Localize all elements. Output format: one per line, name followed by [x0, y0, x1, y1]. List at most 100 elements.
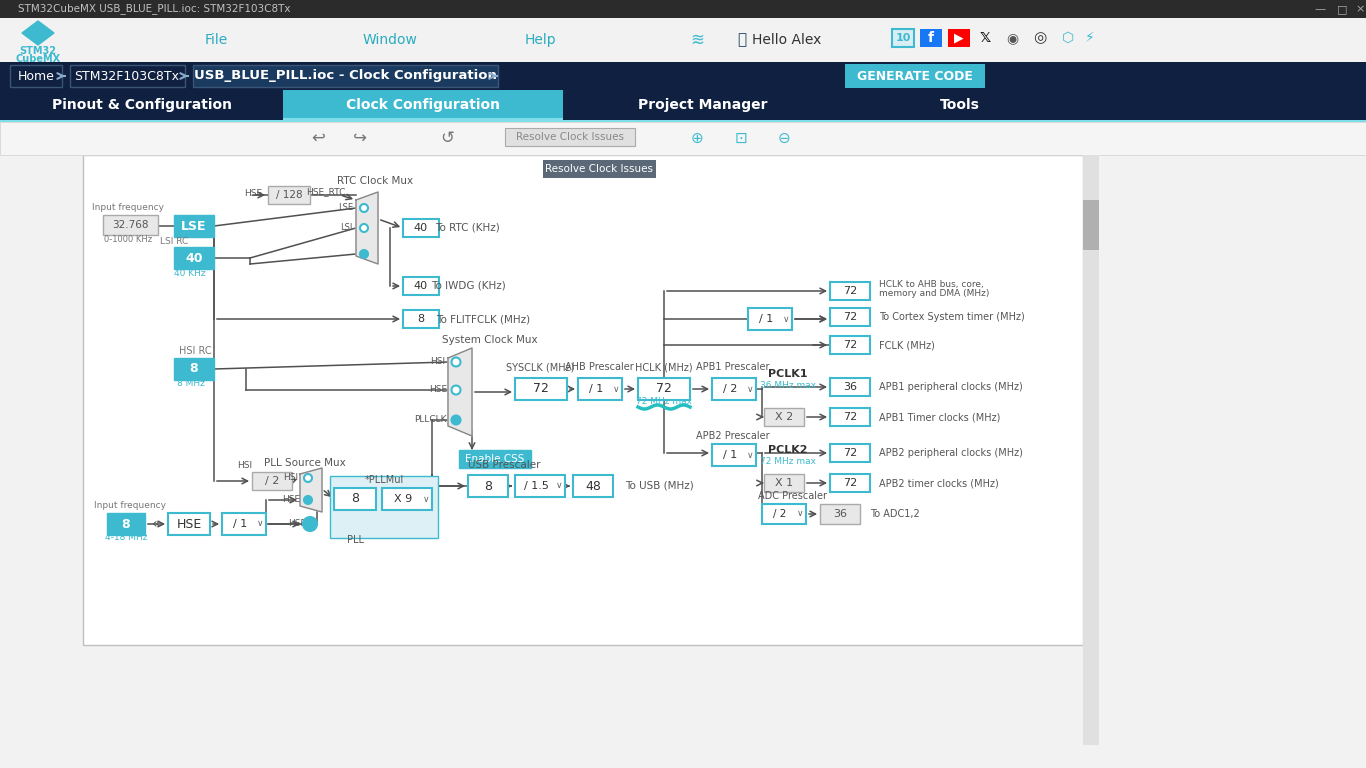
Bar — [168, 513, 210, 535]
Text: HSI RC: HSI RC — [179, 346, 212, 356]
Bar — [251, 472, 292, 490]
Text: Clock Configuration: Clock Configuration — [346, 98, 500, 112]
Bar — [403, 219, 438, 237]
Bar — [831, 282, 870, 300]
Text: HSI: HSI — [238, 462, 253, 471]
Text: ∨: ∨ — [747, 451, 753, 459]
Bar — [107, 513, 145, 535]
Text: HSI: HSI — [430, 357, 445, 366]
Text: ▶: ▶ — [955, 31, 964, 45]
Bar — [919, 29, 943, 47]
Text: 72: 72 — [843, 286, 856, 296]
Text: Home: Home — [18, 69, 55, 82]
Text: HSE: HSE — [429, 386, 447, 395]
Text: Resolve Clock Issues: Resolve Clock Issues — [516, 132, 624, 142]
Text: HSE: HSE — [245, 188, 262, 197]
Text: To RTC (KHz): To RTC (KHz) — [434, 223, 500, 233]
Text: 36: 36 — [843, 382, 856, 392]
Text: 72: 72 — [843, 448, 856, 458]
Text: Help: Help — [525, 33, 556, 47]
Text: X 2: X 2 — [775, 412, 794, 422]
Text: ◉: ◉ — [1005, 31, 1018, 45]
Bar — [749, 308, 792, 330]
Text: ∨: ∨ — [796, 509, 803, 518]
Bar — [283, 118, 563, 120]
Bar — [578, 378, 622, 400]
Text: PLL: PLL — [347, 535, 365, 545]
Text: SYSCLK (MHz): SYSCLK (MHz) — [505, 362, 574, 372]
Text: ⊖: ⊖ — [777, 131, 791, 145]
Circle shape — [361, 224, 367, 232]
Text: LSI: LSI — [340, 223, 352, 233]
Text: / 2: / 2 — [773, 509, 787, 519]
Text: ⬡: ⬡ — [1061, 31, 1074, 45]
Text: 36 MHz max: 36 MHz max — [759, 380, 816, 389]
Bar — [173, 247, 214, 269]
Bar — [173, 215, 214, 237]
Text: —: — — [1314, 4, 1325, 14]
Text: USB_BLUE_PILL.ioc - Clock Configuration: USB_BLUE_PILL.ioc - Clock Configuration — [194, 69, 496, 82]
Text: Project Manager: Project Manager — [638, 98, 768, 112]
Text: / 1: / 1 — [589, 384, 604, 394]
Text: ⊡: ⊡ — [735, 131, 747, 145]
Text: AHB Prescaler: AHB Prescaler — [564, 362, 634, 372]
Text: ⊕: ⊕ — [691, 131, 703, 145]
Text: CubeMX: CubeMX — [15, 54, 60, 64]
Text: 0-1000 KHz: 0-1000 KHz — [104, 234, 152, 243]
Text: STM32: STM32 — [19, 46, 56, 56]
Text: HSE: HSE — [281, 495, 301, 504]
Text: ∨: ∨ — [613, 385, 619, 393]
Bar — [831, 408, 870, 426]
Text: ↪: ↪ — [352, 129, 367, 147]
Circle shape — [361, 250, 367, 258]
Text: 40: 40 — [414, 223, 428, 233]
Text: Enable CSS: Enable CSS — [466, 454, 525, 464]
Bar — [831, 308, 870, 326]
Text: ↩: ↩ — [311, 129, 325, 147]
Bar — [0, 120, 1366, 122]
Text: ∨: ∨ — [422, 495, 429, 504]
Circle shape — [452, 357, 460, 366]
Text: LSE: LSE — [182, 220, 206, 233]
Text: Hello Alex: Hello Alex — [753, 33, 822, 47]
Bar — [712, 444, 755, 466]
Text: X 9: X 9 — [393, 494, 413, 504]
Bar — [83, 155, 1083, 645]
Bar — [459, 450, 531, 468]
Text: 4-18 MHz: 4-18 MHz — [105, 534, 148, 542]
Circle shape — [452, 386, 460, 395]
Text: PLL Source Mux: PLL Source Mux — [264, 458, 346, 468]
Polygon shape — [22, 21, 55, 45]
Text: RTC Clock Mux: RTC Clock Mux — [337, 176, 413, 186]
Text: f: f — [928, 31, 934, 45]
Bar — [831, 336, 870, 354]
Text: □: □ — [1337, 4, 1347, 14]
Text: APB1 Timer clocks (MHz): APB1 Timer clocks (MHz) — [878, 412, 1000, 422]
Text: ∨: ∨ — [556, 482, 563, 491]
Text: To USB (MHz): To USB (MHz) — [626, 481, 694, 491]
Text: / 1.5: / 1.5 — [523, 481, 548, 491]
Bar — [1083, 155, 1100, 745]
Text: File: File — [205, 33, 228, 47]
Bar — [948, 29, 970, 47]
Text: *PLLMul: *PLLMul — [365, 475, 403, 485]
Text: 72 MHz max: 72 MHz max — [637, 398, 693, 406]
Text: «: « — [152, 517, 160, 531]
Text: ⚡: ⚡ — [1085, 31, 1096, 45]
Text: ∨: ∨ — [257, 519, 264, 528]
Bar — [70, 65, 184, 87]
Text: PCLK2: PCLK2 — [768, 445, 807, 455]
Text: Input frequency: Input frequency — [94, 501, 167, 509]
Text: STM32F103C8Tx: STM32F103C8Tx — [75, 69, 179, 82]
Bar — [331, 476, 438, 538]
Text: HSI: HSI — [283, 474, 299, 482]
Text: APB2 timer clocks (MHz): APB2 timer clocks (MHz) — [878, 478, 999, 488]
Text: LSI RC: LSI RC — [160, 237, 189, 247]
Text: HSE_RTC: HSE_RTC — [306, 187, 346, 197]
Circle shape — [452, 415, 460, 425]
Bar — [846, 64, 985, 88]
Text: 40: 40 — [414, 281, 428, 291]
Bar — [0, 122, 1366, 155]
Text: ↺: ↺ — [440, 129, 454, 147]
Text: 72: 72 — [533, 382, 549, 396]
